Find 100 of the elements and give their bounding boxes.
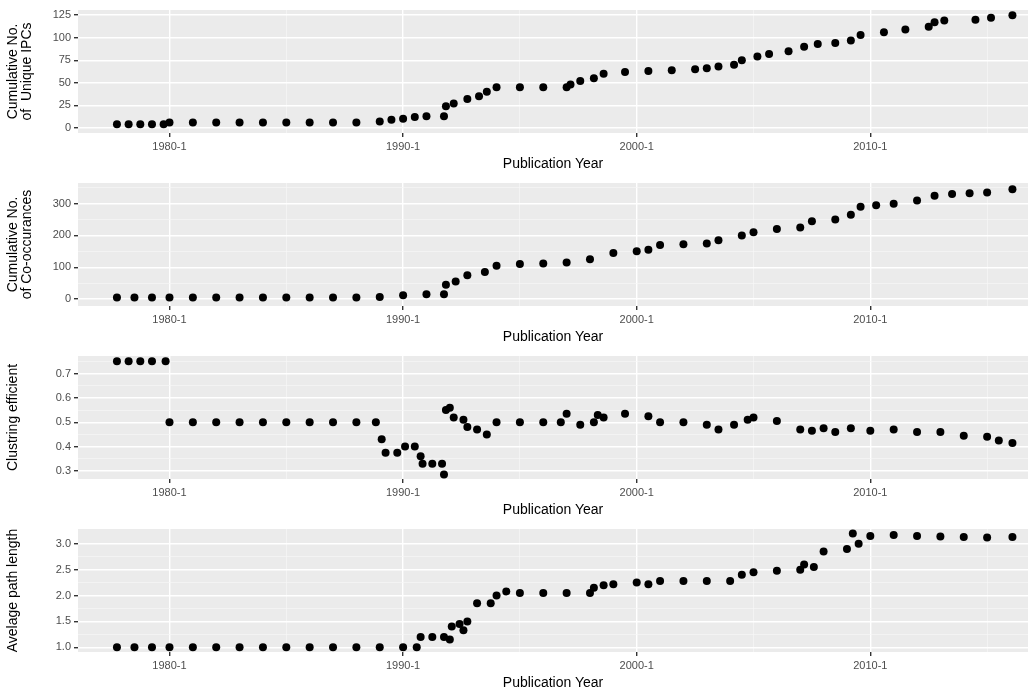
point <box>329 118 338 127</box>
y-tick-label: 100 <box>52 260 71 273</box>
point <box>589 583 598 592</box>
point <box>439 290 448 299</box>
point <box>726 577 735 586</box>
point <box>566 80 575 89</box>
point <box>451 277 460 286</box>
point <box>842 544 851 553</box>
point <box>940 16 949 25</box>
x-tick-label: 1980-1 <box>152 658 187 671</box>
point <box>282 118 291 127</box>
point <box>714 236 723 245</box>
point <box>492 83 501 92</box>
point <box>667 66 676 75</box>
point <box>632 578 641 587</box>
point <box>539 259 548 268</box>
point <box>889 531 898 539</box>
point <box>147 643 156 652</box>
point <box>589 74 598 83</box>
point <box>375 643 384 652</box>
point <box>410 113 419 122</box>
point <box>846 36 855 45</box>
y-axis-title: Avelage path length <box>3 528 20 653</box>
point <box>730 60 739 69</box>
x-tick-label: 1980-1 <box>152 139 187 152</box>
point <box>352 643 361 652</box>
point <box>235 118 244 127</box>
point <box>305 643 314 652</box>
x-tick-label: 1990-1 <box>385 658 421 671</box>
point <box>831 215 840 224</box>
point <box>482 87 491 96</box>
y-tick-label: 25 <box>58 98 71 111</box>
point <box>449 99 458 108</box>
point <box>502 587 511 596</box>
y-axis-title: Cumulative No. of Co-occurances <box>3 189 34 300</box>
point <box>737 56 746 65</box>
point <box>609 248 618 257</box>
point <box>930 18 939 27</box>
point <box>737 231 746 240</box>
y-tick-label: 0 <box>64 120 71 133</box>
point <box>913 196 922 205</box>
x-axis-title: Publication Year <box>502 674 604 691</box>
point <box>987 13 996 22</box>
point <box>130 643 139 652</box>
point <box>621 67 630 76</box>
point <box>924 22 933 31</box>
x-tick-label: 2000-1 <box>619 312 654 325</box>
point <box>455 620 464 629</box>
point <box>212 643 221 652</box>
point <box>130 293 139 302</box>
point <box>235 293 244 302</box>
point <box>679 577 688 586</box>
point <box>959 533 968 542</box>
point <box>412 643 421 652</box>
y-tick-label: 3.0 <box>55 536 71 549</box>
point <box>515 588 524 597</box>
y-tick-label: 125 <box>52 8 71 21</box>
point <box>656 577 665 586</box>
point <box>714 62 723 71</box>
point <box>515 260 524 269</box>
point <box>136 120 145 129</box>
x-tick-label: 1990-1 <box>385 312 421 325</box>
point <box>475 92 484 101</box>
point <box>305 293 314 302</box>
point <box>399 114 408 123</box>
point <box>399 643 408 652</box>
point <box>439 112 448 121</box>
point <box>749 568 758 577</box>
point <box>831 39 840 48</box>
y-tick-label: 0.4 <box>55 439 71 452</box>
x-tick-label: 1980-1 <box>152 312 187 325</box>
point <box>796 565 805 574</box>
point <box>459 626 468 635</box>
point <box>585 255 594 264</box>
point <box>486 599 495 608</box>
point <box>112 293 121 302</box>
point <box>562 588 571 597</box>
point <box>124 120 133 129</box>
y-tick-label: 1.0 <box>55 640 71 653</box>
point <box>422 112 431 121</box>
y-tick-label: 300 <box>52 196 71 209</box>
point <box>753 52 762 61</box>
point <box>1008 11 1017 20</box>
point <box>800 42 809 51</box>
point <box>599 581 608 590</box>
point <box>399 291 408 300</box>
point <box>422 290 431 299</box>
point <box>679 240 688 249</box>
point <box>737 570 746 579</box>
point <box>562 258 571 267</box>
y-tick-label: 75 <box>58 53 71 66</box>
y-tick-label: 200 <box>52 228 71 241</box>
point <box>691 65 700 74</box>
point <box>375 293 384 302</box>
point <box>447 622 456 631</box>
point <box>463 95 472 103</box>
point <box>702 239 711 248</box>
point <box>772 225 781 234</box>
point <box>539 83 548 92</box>
y-axis-title: Cumulative No. of Unique IPCs <box>3 22 34 121</box>
